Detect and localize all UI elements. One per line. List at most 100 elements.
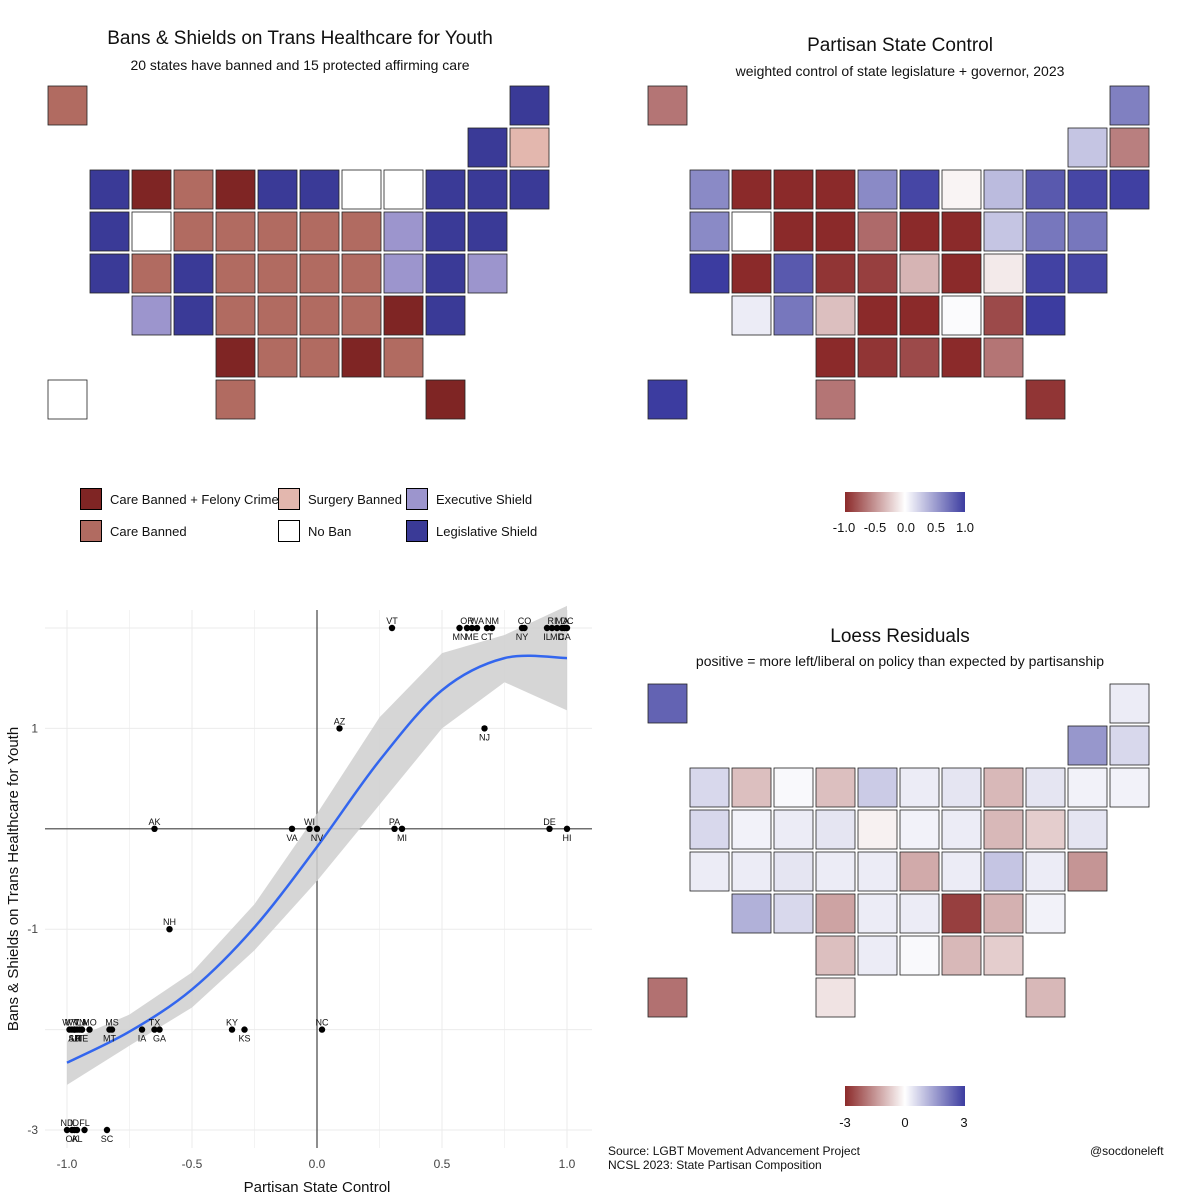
state-mn	[857, 169, 898, 210]
state-fl	[1025, 379, 1066, 420]
point-label-wa: WA	[470, 616, 484, 626]
point-label-dc: DC	[561, 616, 574, 626]
state-la	[257, 337, 298, 378]
state-fl	[1025, 977, 1066, 1018]
point-nd	[63, 1126, 71, 1134]
map3-colorbar-tick: 0	[901, 1115, 909, 1130]
point-il	[543, 624, 551, 632]
state-ct	[1067, 809, 1108, 850]
point-label-mn: MN	[453, 632, 467, 642]
state-ia	[257, 211, 298, 252]
state-ne	[815, 851, 856, 892]
state-wv	[341, 253, 382, 294]
state-ga	[983, 935, 1024, 976]
state-mi	[383, 169, 424, 210]
x-tick-label: -1.0	[57, 1157, 78, 1171]
state-ny	[425, 169, 466, 210]
state-ga	[383, 337, 424, 378]
state-oh	[941, 211, 982, 252]
state-nm	[773, 893, 814, 934]
legend-swatch	[406, 520, 428, 542]
state-ia	[857, 211, 898, 252]
state-ca	[689, 253, 730, 294]
point-va	[288, 825, 296, 832]
point-label-id: ID	[70, 1118, 80, 1128]
state-mo	[857, 851, 898, 892]
state-az	[731, 893, 772, 934]
state-wy	[773, 809, 814, 850]
state-sd	[215, 211, 256, 252]
point-label-wy: WY	[62, 1018, 77, 1028]
state-az	[731, 295, 772, 336]
point-label-ar: AR	[68, 1034, 81, 1044]
x-tick-label: 1.0	[559, 1157, 576, 1171]
point-mo	[86, 1026, 93, 1033]
state-ma	[1109, 169, 1150, 210]
point-dc	[563, 624, 571, 632]
state-ms	[299, 337, 340, 378]
state-id	[731, 767, 772, 808]
state-md	[1025, 851, 1066, 892]
point-tx	[151, 1026, 158, 1033]
state-nh	[1109, 725, 1150, 766]
state-wi	[341, 169, 382, 210]
state-nd	[815, 767, 856, 808]
state-in	[899, 809, 940, 850]
us-map-bans-shields	[47, 85, 550, 420]
state-ok	[815, 337, 856, 378]
point-label-wv: WV	[65, 1018, 80, 1028]
point-label-nv: NV	[311, 833, 324, 843]
point-label-ca: CA	[558, 632, 571, 642]
state-tn	[299, 295, 340, 336]
us-map-partisan-control	[647, 85, 1150, 420]
point-hi	[563, 825, 571, 832]
state-dc	[1025, 893, 1066, 934]
state-ri	[1067, 767, 1108, 808]
map2-colorbar-tick: -0.5	[863, 520, 887, 535]
point-label-sc: SC	[101, 1134, 114, 1144]
map3-colorbar-tick: 3	[960, 1115, 968, 1130]
point-label-nm: NM	[485, 616, 499, 626]
state-id	[131, 169, 172, 210]
point-nj	[481, 725, 488, 732]
point-ar	[71, 1026, 78, 1033]
legend-swatch	[406, 488, 428, 510]
state-co	[773, 851, 814, 892]
state-nh	[1109, 127, 1150, 168]
state-hi	[47, 379, 88, 420]
state-mn	[857, 767, 898, 808]
point-label-hi: HI	[563, 833, 572, 843]
state-me	[1109, 85, 1150, 126]
state-hi	[647, 977, 688, 1018]
map-panel-bans-shields: Bans & Shields on Trans Healthcare for Y…	[0, 0, 600, 560]
source-line-2: NCSL 2023: State Partisan Composition	[608, 1158, 822, 1172]
point-ks	[241, 1026, 248, 1033]
point-label-ma: MA	[555, 616, 569, 626]
point-ct	[483, 624, 491, 632]
point-mi	[398, 825, 406, 832]
point-label-sd: SD	[68, 1034, 81, 1044]
state-nc	[341, 295, 382, 336]
state-al	[941, 337, 982, 378]
point-ak	[151, 825, 158, 832]
state-nv	[731, 211, 772, 252]
state-mi	[983, 767, 1024, 808]
state-tx	[815, 379, 856, 420]
legend-swatch	[80, 488, 102, 510]
state-de	[1067, 253, 1108, 294]
state-la	[857, 337, 898, 378]
state-nj	[1025, 809, 1066, 850]
state-me	[1109, 683, 1150, 724]
point-me	[468, 624, 476, 632]
y-tick-label: -1	[27, 922, 38, 936]
state-in	[299, 211, 340, 252]
state-ok	[215, 337, 256, 378]
point-label-ak: AK	[148, 817, 160, 827]
point-label-ok: OK	[65, 1134, 78, 1144]
state-al	[341, 337, 382, 378]
state-in	[899, 211, 940, 252]
state-sc	[383, 295, 424, 336]
state-nj	[425, 211, 466, 252]
point-label-ms: MS	[105, 1018, 119, 1028]
point-label-wi: WI	[304, 817, 315, 827]
